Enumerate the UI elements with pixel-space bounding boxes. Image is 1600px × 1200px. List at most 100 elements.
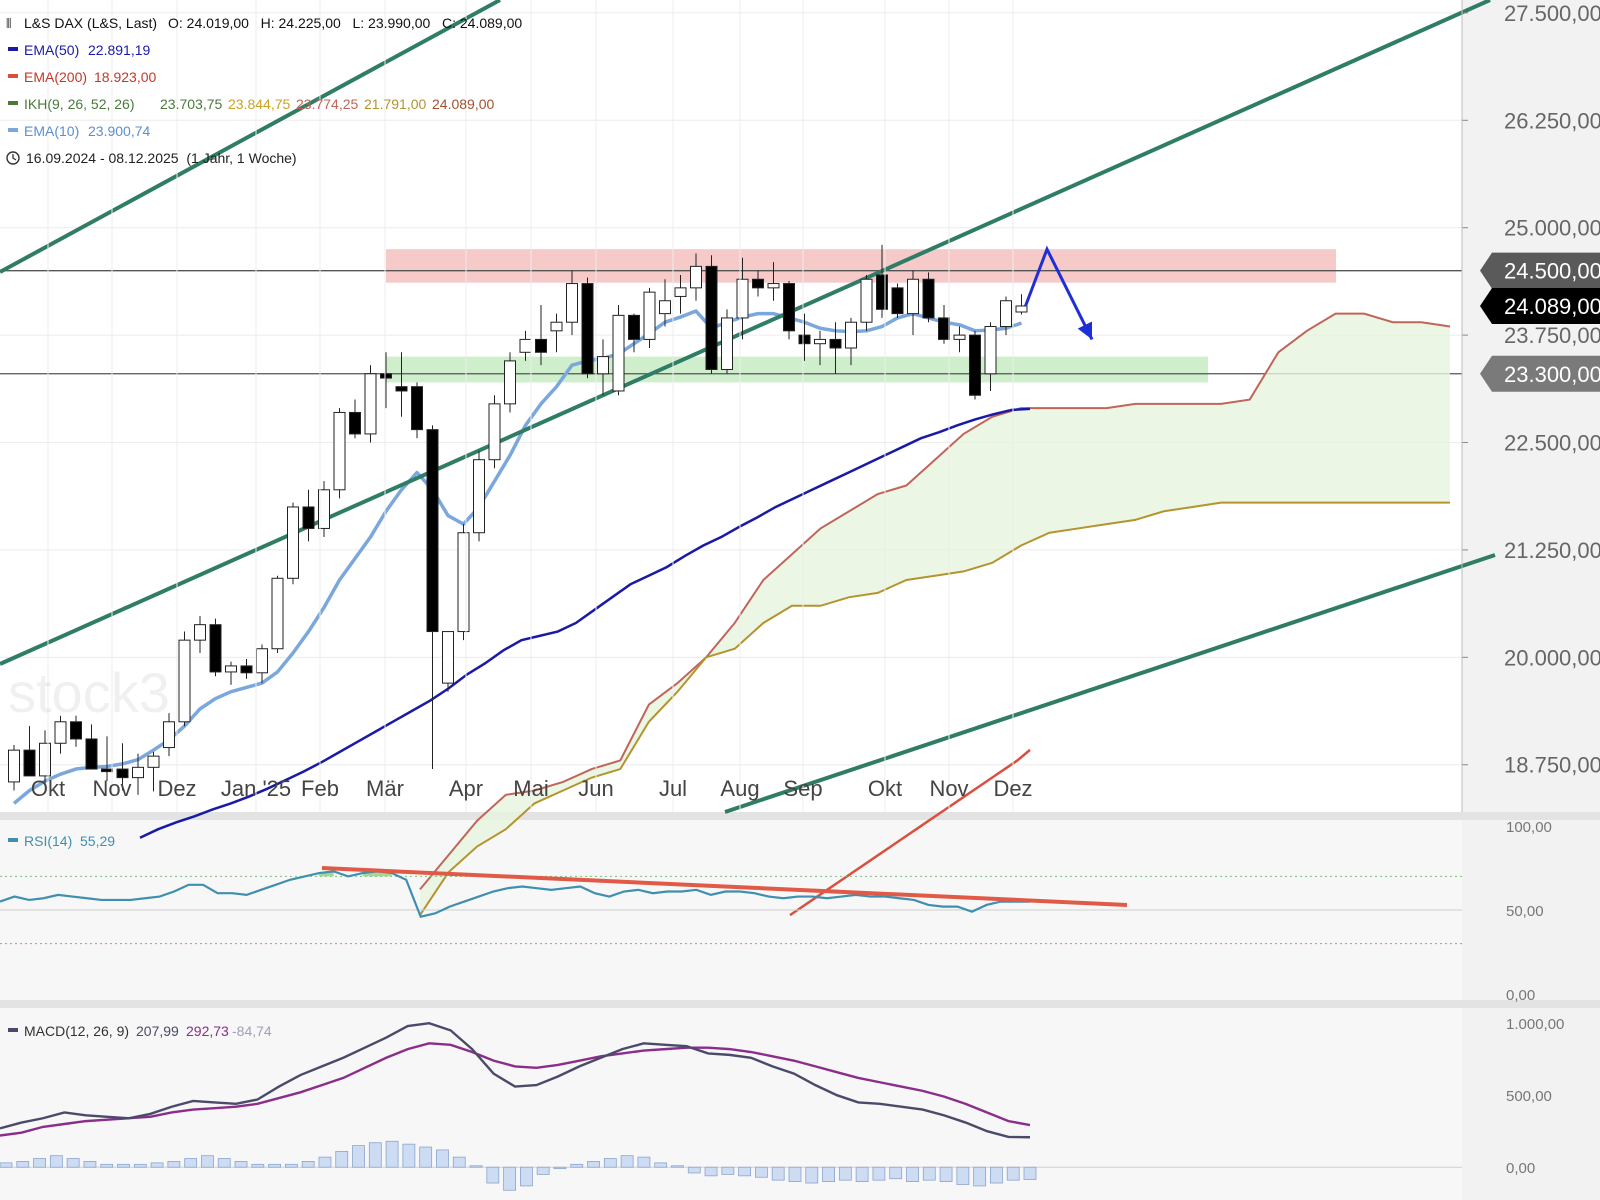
rsi-trendline — [321, 866, 1128, 907]
month-label: Dez — [157, 776, 196, 801]
candle — [333, 408, 346, 499]
macd-legend[interactable]: MACD(12, 26, 9) 207,99 292,73 -84,74 — [8, 1023, 272, 1039]
ichimoku-cloud — [419, 312, 1451, 916]
senkou-span-a — [419, 312, 1451, 890]
macd-histogram-bar — [352, 1145, 365, 1168]
candle — [349, 399, 361, 439]
candle — [922, 272, 935, 323]
candle — [659, 279, 671, 327]
candle — [612, 305, 625, 396]
candle — [953, 326, 966, 353]
month-label: Mai — [513, 776, 548, 801]
macd-histogram-bar — [150, 1162, 164, 1168]
macd-value-1: 207,99 — [136, 1023, 179, 1039]
candle-body-up — [39, 742, 51, 777]
candle — [690, 253, 702, 301]
candle — [271, 575, 284, 654]
ema200-value: 18.923,00 — [94, 69, 156, 85]
candle — [798, 313, 811, 361]
rsi-line — [0, 870, 1030, 919]
macd-histogram-bar — [603, 1158, 617, 1168]
candle — [907, 270, 919, 336]
macd-histogram-bar — [721, 1166, 735, 1175]
candle — [147, 751, 160, 792]
candle-body-up — [736, 278, 749, 319]
macd-histogram-bar — [0, 1162, 13, 1168]
candle-body-down — [302, 506, 315, 529]
rsi-legend[interactable]: RSI(14) 55,29 — [8, 833, 115, 849]
month-label: Sep — [783, 776, 822, 801]
macd-tick-label: 1.000,00 — [1506, 1016, 1564, 1033]
macd-histogram-bar — [436, 1149, 449, 1168]
candle — [380, 352, 392, 409]
candle-body-up — [690, 265, 702, 289]
candle-body-up — [845, 321, 857, 349]
candle-body-up — [54, 721, 67, 744]
candle-body-up — [550, 321, 563, 332]
macd-histogram-bar — [805, 1166, 819, 1184]
macd-tick-label: 0,00 — [1506, 1160, 1535, 1177]
macd-histogram-bar — [83, 1161, 97, 1168]
macd-histogram-bar — [419, 1146, 433, 1168]
rsi-value: 55,29 — [80, 833, 115, 849]
candle-body-down — [752, 278, 764, 289]
price-tick-label: 20.000,00 — [1504, 645, 1600, 670]
candle — [132, 753, 144, 795]
macd-histogram-bar — [620, 1155, 634, 1168]
price-axis: 27.500,00 26.250,00 25.000,00 23.750,00 22.5… — [1461, 0, 1600, 812]
candle-body-up — [488, 403, 501, 461]
candles — [8, 244, 1028, 795]
month-label: Feb — [301, 776, 339, 801]
macd-histogram-bar — [301, 1161, 315, 1168]
candle-body-up — [504, 360, 516, 405]
macd-histogram-bar — [217, 1158, 231, 1168]
macd-histogram-bar — [234, 1161, 248, 1168]
price-badge-bg — [1480, 287, 1600, 324]
candle-body-down — [85, 738, 98, 770]
candle — [783, 280, 795, 340]
candle-body-up — [860, 278, 873, 323]
candle — [550, 313, 563, 353]
legend-ema50[interactable]: EMA(50) 22.891,19 — [8, 42, 150, 58]
legend-ikh[interactable]: IKH(9, 26, 52, 26) 23.703,75 23.844,75 2… — [8, 96, 494, 112]
macd-histogram-bar — [335, 1150, 349, 1168]
candle — [1000, 296, 1012, 336]
candle-body-down — [23, 749, 36, 777]
resistance-zone — [386, 249, 1336, 283]
candle-body-up — [984, 326, 997, 375]
instrument-label: L&S DAX (L&S, Last) — [24, 15, 157, 31]
ema50-line — [139, 407, 1031, 839]
candle-body-up — [178, 639, 191, 723]
legend-instrument: ⫴ L&S DAX (L&S, Last) O: 24.019,00 H: 24… — [6, 15, 522, 31]
legend-ema10[interactable]: EMA(10) 23.900,74 — [8, 123, 150, 139]
price-badge: 23.300,00 — [1480, 355, 1600, 392]
candle — [54, 715, 67, 754]
ikh-value-1: 23.703,75 — [160, 96, 222, 112]
candle-body-up — [147, 755, 160, 768]
legend-ema200[interactable]: EMA(200) 18.923,00 — [8, 69, 156, 85]
candle-body-down — [891, 287, 904, 315]
macd-histogram-bar — [738, 1166, 752, 1177]
month-label: Jun — [578, 776, 613, 801]
candle-body-down — [411, 386, 423, 431]
candle — [845, 317, 857, 366]
price-tick-label: 22.500,00 — [1504, 431, 1600, 456]
macd-histogram-bar — [704, 1166, 718, 1177]
ema200-swatch — [8, 74, 18, 78]
candle-body-up — [442, 631, 454, 684]
candle — [473, 451, 485, 542]
candle-body-down — [349, 411, 361, 435]
candle-body-up — [163, 721, 175, 749]
price-tick-label: 27.500,00 — [1504, 1, 1600, 26]
macd-histogram-bar — [385, 1140, 399, 1168]
ema10-swatch — [8, 128, 18, 132]
candle-body-up — [457, 532, 470, 633]
candle-body-up — [767, 283, 780, 289]
date-range: 16.09.2024 - 08.12.2025 (1 Jahr, 1 Woche… — [26, 150, 297, 166]
ema50-value: 22.891,19 — [88, 42, 150, 58]
candle-body-down — [581, 283, 594, 375]
macd-histogram-bar — [16, 1161, 30, 1168]
candle — [736, 257, 749, 340]
projection-path — [1024, 245, 1094, 341]
